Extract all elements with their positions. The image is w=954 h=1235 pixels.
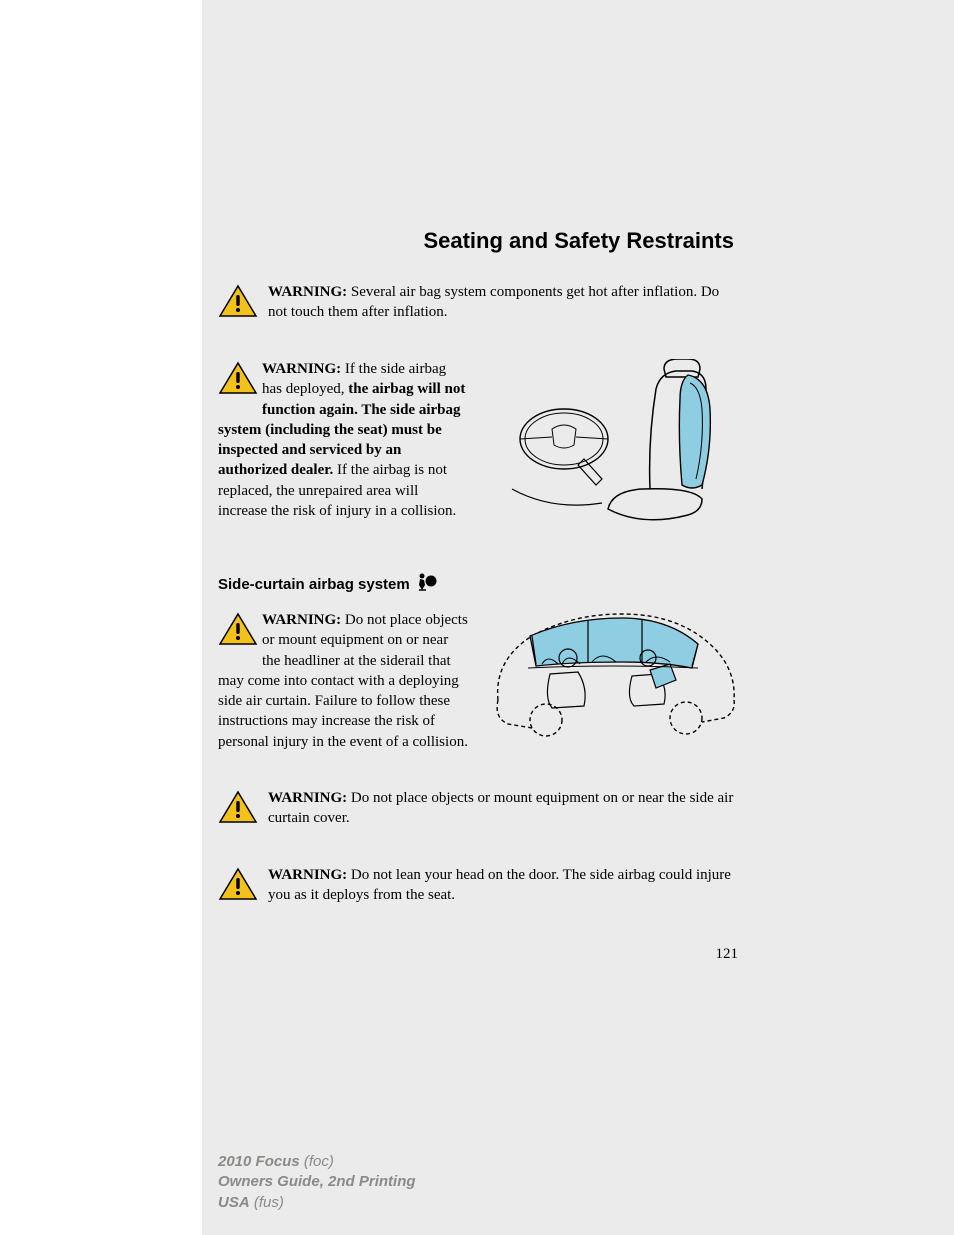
page-content: Seating and Safety Restraints WARNING: S… xyxy=(218,228,738,963)
warning-text-col-3: WARNING: Do not place objects or mount e… xyxy=(218,610,468,752)
warning-icon xyxy=(218,361,258,401)
warning-icon xyxy=(218,790,264,829)
warning-block-4: WARNING: Do not place objects or mount e… xyxy=(218,788,738,829)
footer-line-3: USA (fus) xyxy=(218,1193,416,1213)
warning-text-5: WARNING: Do not lean your head on the do… xyxy=(268,865,738,906)
warning-label: WARNING: xyxy=(268,790,347,806)
section-title: Seating and Safety Restraints xyxy=(218,228,738,254)
warning-block-5: WARNING: Do not lean your head on the do… xyxy=(218,865,738,906)
warning-icon xyxy=(218,612,258,652)
warning-icon xyxy=(218,284,264,323)
footer: 2010 Focus (foc) Owners Guide, 2nd Print… xyxy=(218,1152,416,1213)
warning-block-2: WARNING: If the side airbag has deployed… xyxy=(218,359,738,536)
footer-model-code: (foc) xyxy=(300,1153,334,1170)
warning-label: WARNING: xyxy=(262,612,341,628)
footer-region-code: (fus) xyxy=(250,1194,284,1211)
warning-text-2: WARNING: If the side airbag has deployed… xyxy=(218,359,468,521)
airbag-glyph-icon xyxy=(416,572,440,596)
footer-line-1: 2010 Focus (foc) xyxy=(218,1152,416,1172)
page-number: 121 xyxy=(218,946,738,963)
warning-label: WARNING: xyxy=(268,284,347,300)
warning-text-1: WARNING: Several air bag system componen… xyxy=(268,282,738,323)
warning-label: WARNING: xyxy=(262,361,341,377)
warning-text-4: WARNING: Do not place objects or mount e… xyxy=(268,788,738,829)
subsection-heading: Side-curtain airbag system xyxy=(218,572,738,596)
warning-block-1: WARNING: Several air bag system componen… xyxy=(218,282,738,323)
warning-label: WARNING: xyxy=(268,867,347,883)
footer-region: USA xyxy=(218,1194,250,1211)
side-curtain-figure xyxy=(492,610,738,745)
warning-text-3: WARNING: Do not place objects or mount e… xyxy=(218,610,468,752)
warning-icon xyxy=(218,867,264,906)
seat-airbag-figure xyxy=(492,359,738,536)
footer-line-2: Owners Guide, 2nd Printing xyxy=(218,1172,416,1192)
subsection-title: Side-curtain airbag system xyxy=(218,576,410,593)
warning-block-3: WARNING: Do not place objects or mount e… xyxy=(218,610,738,752)
footer-model: 2010 Focus xyxy=(218,1153,300,1170)
warning-text-col-2: WARNING: If the side airbag has deployed… xyxy=(218,359,468,521)
